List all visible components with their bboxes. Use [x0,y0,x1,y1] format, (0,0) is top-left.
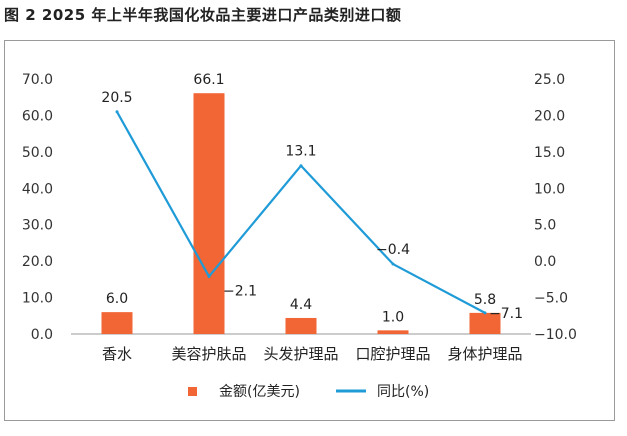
line-value-label: 13.1 [285,144,316,160]
bar [377,330,409,334]
legend-label-bar: 金额(亿美元) [219,384,300,400]
chart-frame: 0.0 10.0 20.0 30.0 40.0 50.0 60.0 70.0 −10.0 −5.0… [4,40,615,421]
bar-value-label: 4.4 [290,297,312,313]
y-left-tick-label: 20.0 [22,254,53,270]
y-right-tick-label: 0.0 [534,254,556,270]
y-left-tick-label: 30.0 [22,218,53,234]
y-right-tick-label: −10.0 [534,327,577,343]
line-point [483,311,487,315]
y-left-tick-label: 50.0 [22,145,53,161]
bar [193,93,225,334]
y-right-tick-label: 20.0 [534,108,565,124]
line-value-label: 20.5 [101,90,132,106]
y-left-tick-label: 60.0 [22,108,53,124]
yoy-line [116,111,486,314]
legend-swatch-bar [188,387,197,396]
x-category-label: 美容护肤品 [171,345,246,363]
legend: 金额(亿美元) 同比(%) [188,384,429,400]
y-right-tick-label: 5.0 [534,218,556,234]
x-category-label: 香水 [102,345,132,363]
y-right-tick-label: −5.0 [534,291,568,307]
line-value-label: −0.4 [376,242,410,258]
figure-title: 图 2 2025 年上半年我国化妆品主要进口产品类别进口额 [4,6,402,24]
line-series [115,110,487,315]
y-right-tick-label: 15.0 [534,145,565,161]
chart-svg: 0.0 10.0 20.0 30.0 40.0 50.0 60.0 70.0 −10.0 −5.0… [22,72,577,400]
data-labels: 6.0 66.1 4.4 1.0 5.8 20.5 −2.1 13.1 −0.4 −7.1 [101,72,523,325]
legend-label-line: 同比(%) [377,384,429,400]
bar [285,317,317,334]
line-point [299,164,303,168]
bars [101,93,501,334]
bar-value-label: 66.1 [193,72,224,88]
axes: 0.0 10.0 20.0 30.0 40.0 50.0 60.0 70.0 −10.0 −5.0… [22,72,577,363]
bar-value-label: 6.0 [106,291,128,307]
y-right-tick-label: 10.0 [534,181,565,197]
line-point [391,262,395,266]
line-point [115,110,119,114]
x-category-label: 口腔护理品 [355,345,430,363]
bar-value-label: 5.8 [474,292,496,308]
y-left-tick-label: 0.0 [31,327,53,343]
y-right-tick-label: 25.0 [534,72,565,88]
bar [469,312,501,334]
y-left-tick-label: 40.0 [22,181,53,197]
x-category-label: 头发护理品 [263,345,338,363]
y-left-tick-label: 10.0 [22,291,53,307]
bar-value-label: 1.0 [382,309,404,325]
line-value-label: −7.1 [489,306,523,322]
line-point [207,274,211,278]
bar [101,312,133,334]
x-category-label: 身体护理品 [447,345,522,363]
y-left-tick-label: 70.0 [22,72,53,88]
line-value-label: −2.1 [223,283,257,299]
